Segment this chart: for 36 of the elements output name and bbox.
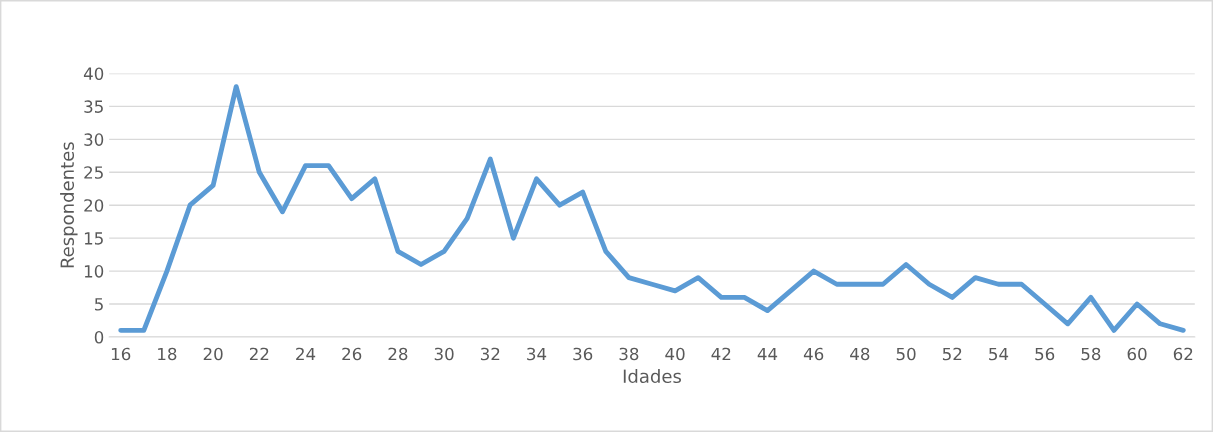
x-tick-label: 24 — [296, 347, 316, 361]
y-tick-label: 40 — [83, 67, 104, 81]
x-tick-label: 52 — [942, 347, 962, 361]
line-series — [118, 84, 1186, 333]
x-axis-title: Idades — [623, 369, 682, 384]
y-tick-label: 20 — [84, 199, 104, 212]
x-tick-label: 32 — [480, 347, 500, 361]
y-tick-label: 30 — [84, 133, 104, 146]
y-tick-label: 10 — [84, 265, 104, 278]
y-tick-label: 25 — [84, 166, 103, 179]
x-tick-label: 48 — [850, 347, 870, 361]
x-tick-label: 40 — [665, 347, 685, 361]
x-tick-label: 22 — [249, 347, 269, 361]
x-tick-label: 16 — [111, 347, 131, 361]
y-axis-title: Respondentes — [60, 142, 78, 268]
y-tick-label: 5 — [94, 298, 103, 311]
y-tick-label: 15 — [84, 232, 103, 245]
x-tick-label: 62 — [1173, 347, 1193, 361]
x-tick-label: 60 — [1127, 347, 1147, 361]
x-tick-label: 20 — [203, 347, 223, 361]
x-tick-label: 58 — [1081, 347, 1101, 361]
x-tick-label: 26 — [342, 347, 362, 361]
y-tick-label: 35 — [84, 100, 103, 113]
x-tick-label: 28 — [388, 347, 408, 361]
x-tick-label: 38 — [619, 347, 639, 361]
x-tick-label: 44 — [757, 347, 778, 361]
y-tick-label: 0 — [94, 330, 104, 344]
x-tick-label: 18 — [158, 347, 177, 361]
x-tick-label: 50 — [896, 347, 916, 361]
x-tick-label: 56 — [1035, 347, 1055, 361]
x-tick-label: 54 — [989, 347, 1009, 361]
x-tick-label: 36 — [573, 347, 593, 361]
x-tick-label: 42 — [711, 347, 731, 361]
x-tick-label: 30 — [434, 347, 454, 361]
x-tick-label: 46 — [803, 347, 824, 361]
x-tick-label: 34 — [527, 347, 547, 361]
